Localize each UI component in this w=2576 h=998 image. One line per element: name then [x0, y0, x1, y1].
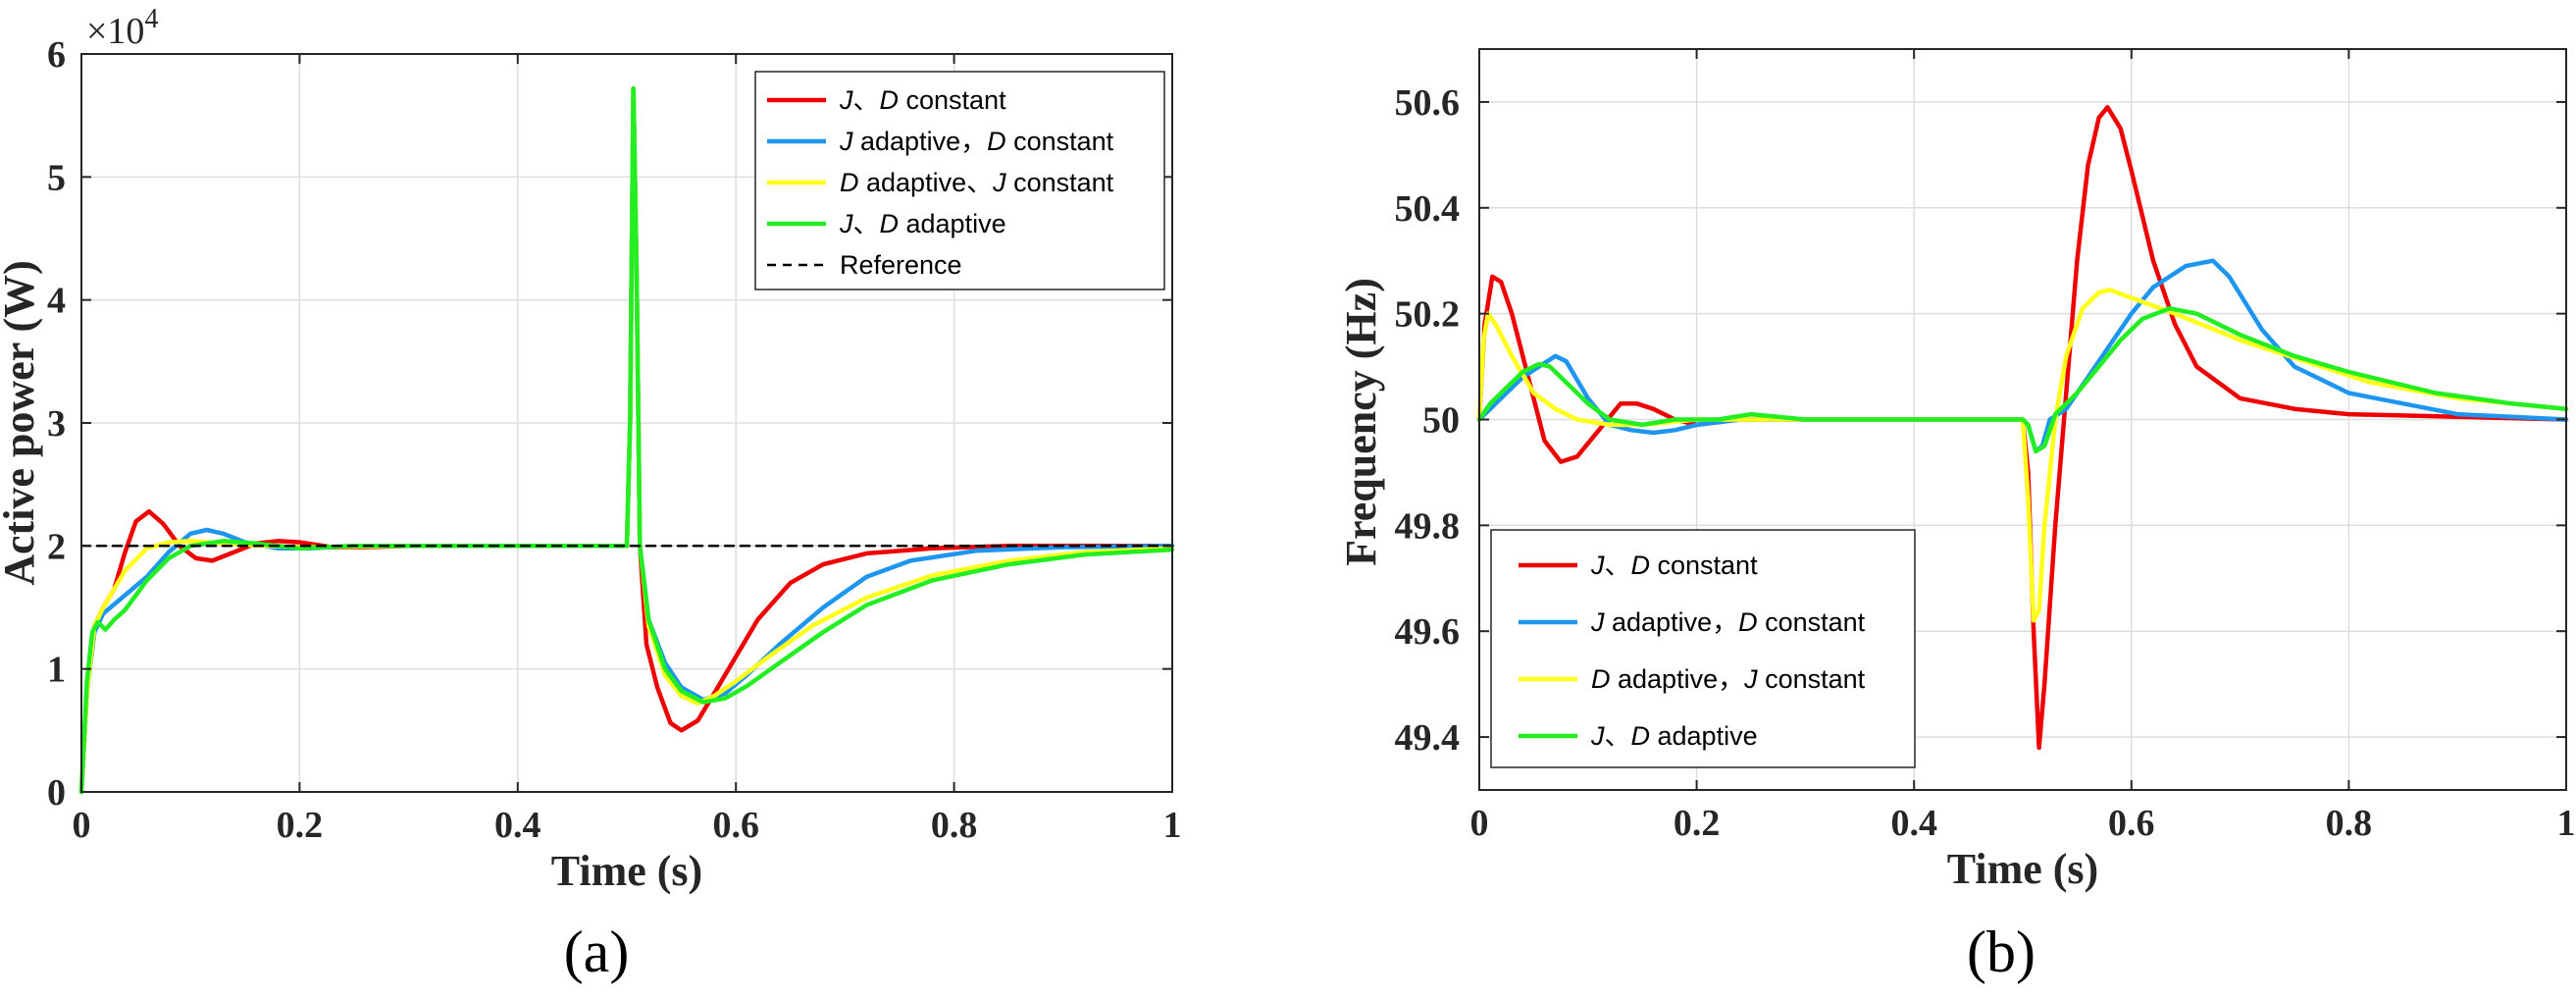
y-tick-label: 50	[1422, 400, 1460, 442]
series-line-a-3	[78, 85, 1175, 795]
legend-label: Reference	[840, 250, 962, 280]
legend-mid: adaptive、	[859, 168, 994, 197]
y-exponent-a: ×104	[86, 4, 158, 52]
legend-label: J、D constant	[839, 85, 1006, 115]
series-line-b-2	[1476, 288, 2569, 623]
legend-label: D adaptive、J constant	[840, 168, 1114, 197]
x-tick-label: 0.2	[1674, 803, 1721, 844]
legend-sym-2: D	[1631, 551, 1651, 580]
y-axis-label-a: Active power (W)	[0, 260, 43, 586]
legend-mid: 、	[1605, 551, 1631, 580]
x-axis-label-a: Time (s)	[551, 847, 702, 895]
legend-tail: adaptive	[1650, 721, 1758, 751]
y-tick-label: 2	[47, 526, 66, 567]
x-tick-label: 0.6	[2108, 803, 2155, 844]
legend-mid: Reference	[840, 250, 962, 280]
x-axis-label-b: Time (s)	[1947, 845, 2098, 893]
ticks-a: 0 0.2 0.4 0.6 0.8 1 0 1 2 3 4 5 6	[47, 34, 1182, 846]
legend-tail: constant	[1758, 607, 1866, 637]
legend-mid: adaptive，	[1611, 664, 1745, 694]
panel-b: 0 0.2 0.4 0.6 0.8 1 49.4 49.6 49.8 50 50.2 50.4 50.6…	[1337, 48, 2576, 984]
x-tick-label: 1	[1163, 805, 1182, 846]
subplot-label-b: (b)	[1967, 919, 2035, 984]
legend-label: J、D adaptive	[839, 209, 1006, 238]
y-exponent-base: ×10	[86, 11, 144, 52]
x-tick-label: 1	[2557, 803, 2576, 844]
legend-tail: constant	[1758, 664, 1866, 694]
legend-label: J、D constant	[1590, 551, 1758, 580]
y-tick-label: 3	[47, 403, 66, 445]
x-tick-label: 0	[73, 805, 91, 846]
y-exponent-power: 4	[144, 4, 158, 34]
legend-sym-2: D	[1631, 721, 1651, 751]
x-tick-label: 0.2	[277, 805, 324, 846]
legend-sym-2: D	[1738, 607, 1758, 637]
legend-label: J adaptive，D constant	[839, 127, 1114, 156]
legend-mid: 、	[853, 209, 880, 238]
legend-sym-1: J	[1590, 721, 1605, 751]
legend-tail: adaptive	[899, 209, 1006, 238]
legend-sym-2: J	[992, 168, 1006, 197]
legend-sym-2: D	[987, 127, 1006, 156]
legend-tail: constant	[1006, 168, 1114, 197]
legend-tail: constant	[1006, 127, 1114, 156]
y-tick-label: 0	[47, 772, 66, 814]
y-tick-label: 50.6	[1395, 82, 1461, 124]
y-tick-label: 1	[47, 650, 66, 691]
y-tick-label: 49.8	[1395, 505, 1461, 547]
y-tick-label: 49.6	[1395, 611, 1461, 653]
legend-sym-2: J	[1743, 664, 1758, 694]
ticks-b: 0 0.2 0.4 0.6 0.8 1 49.4 49.6 49.8 50 50.2 50.4 50.6	[1395, 49, 2576, 844]
series-line-b-3	[1476, 306, 2569, 454]
legend-sym-1: J	[1590, 551, 1605, 580]
x-tick-label: 0.6	[712, 805, 759, 846]
legend-sym-1: J	[839, 85, 853, 115]
x-tick-label: 0	[1470, 803, 1489, 844]
series-a	[78, 85, 1175, 795]
legend-sym-1: J	[839, 127, 853, 156]
legend-sym-1: D	[1591, 664, 1611, 694]
legend-mid: 、	[853, 85, 880, 115]
series-b	[1476, 105, 2569, 751]
legend-mid: adaptive，	[1605, 607, 1739, 637]
y-tick-label: 50.4	[1395, 188, 1461, 230]
legend-sym-1: J	[1590, 607, 1605, 637]
legend-sym-1: J	[839, 209, 853, 238]
y-tick-label: 5	[47, 157, 66, 198]
legend-tail: constant	[899, 85, 1006, 115]
y-tick-label: 49.4	[1395, 717, 1461, 759]
legend-sym-2: D	[880, 85, 900, 115]
legend-label: J、D adaptive	[1590, 721, 1758, 751]
x-tick-label: 0.4	[1890, 803, 1937, 844]
legend-mid: 、	[1605, 721, 1631, 751]
legend-tail: constant	[1650, 551, 1758, 580]
x-tick-label: 0.8	[2326, 803, 2373, 844]
y-axis-label-b: Frequency (Hz)	[1337, 278, 1385, 566]
y-tick-label: 6	[47, 34, 66, 76]
subplot-label-a: (a)	[564, 919, 630, 984]
legend-sym-2: D	[880, 209, 900, 238]
legend-b-box	[1490, 529, 1916, 768]
legend-mid: adaptive，	[853, 127, 988, 156]
x-tick-label: 0.4	[494, 805, 541, 846]
legend-label: J adaptive，D constant	[1590, 607, 1866, 637]
legend-label: D adaptive，J constant	[1591, 664, 1866, 694]
x-tick-label: 0.8	[931, 805, 978, 846]
y-tick-label: 50.2	[1395, 294, 1461, 336]
legend-sym-1: D	[840, 168, 859, 197]
y-tick-label: 4	[47, 281, 66, 322]
